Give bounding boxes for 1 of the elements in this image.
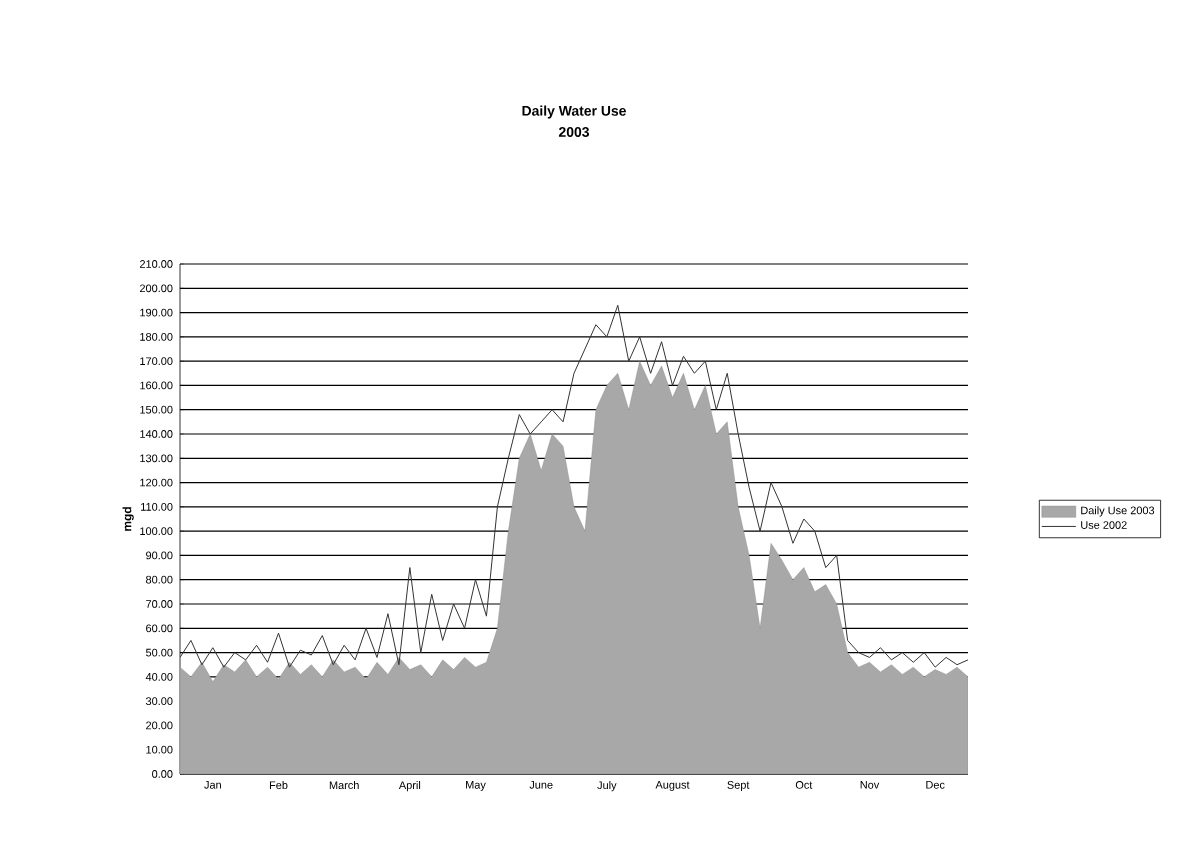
line-series bbox=[180, 304, 969, 668]
